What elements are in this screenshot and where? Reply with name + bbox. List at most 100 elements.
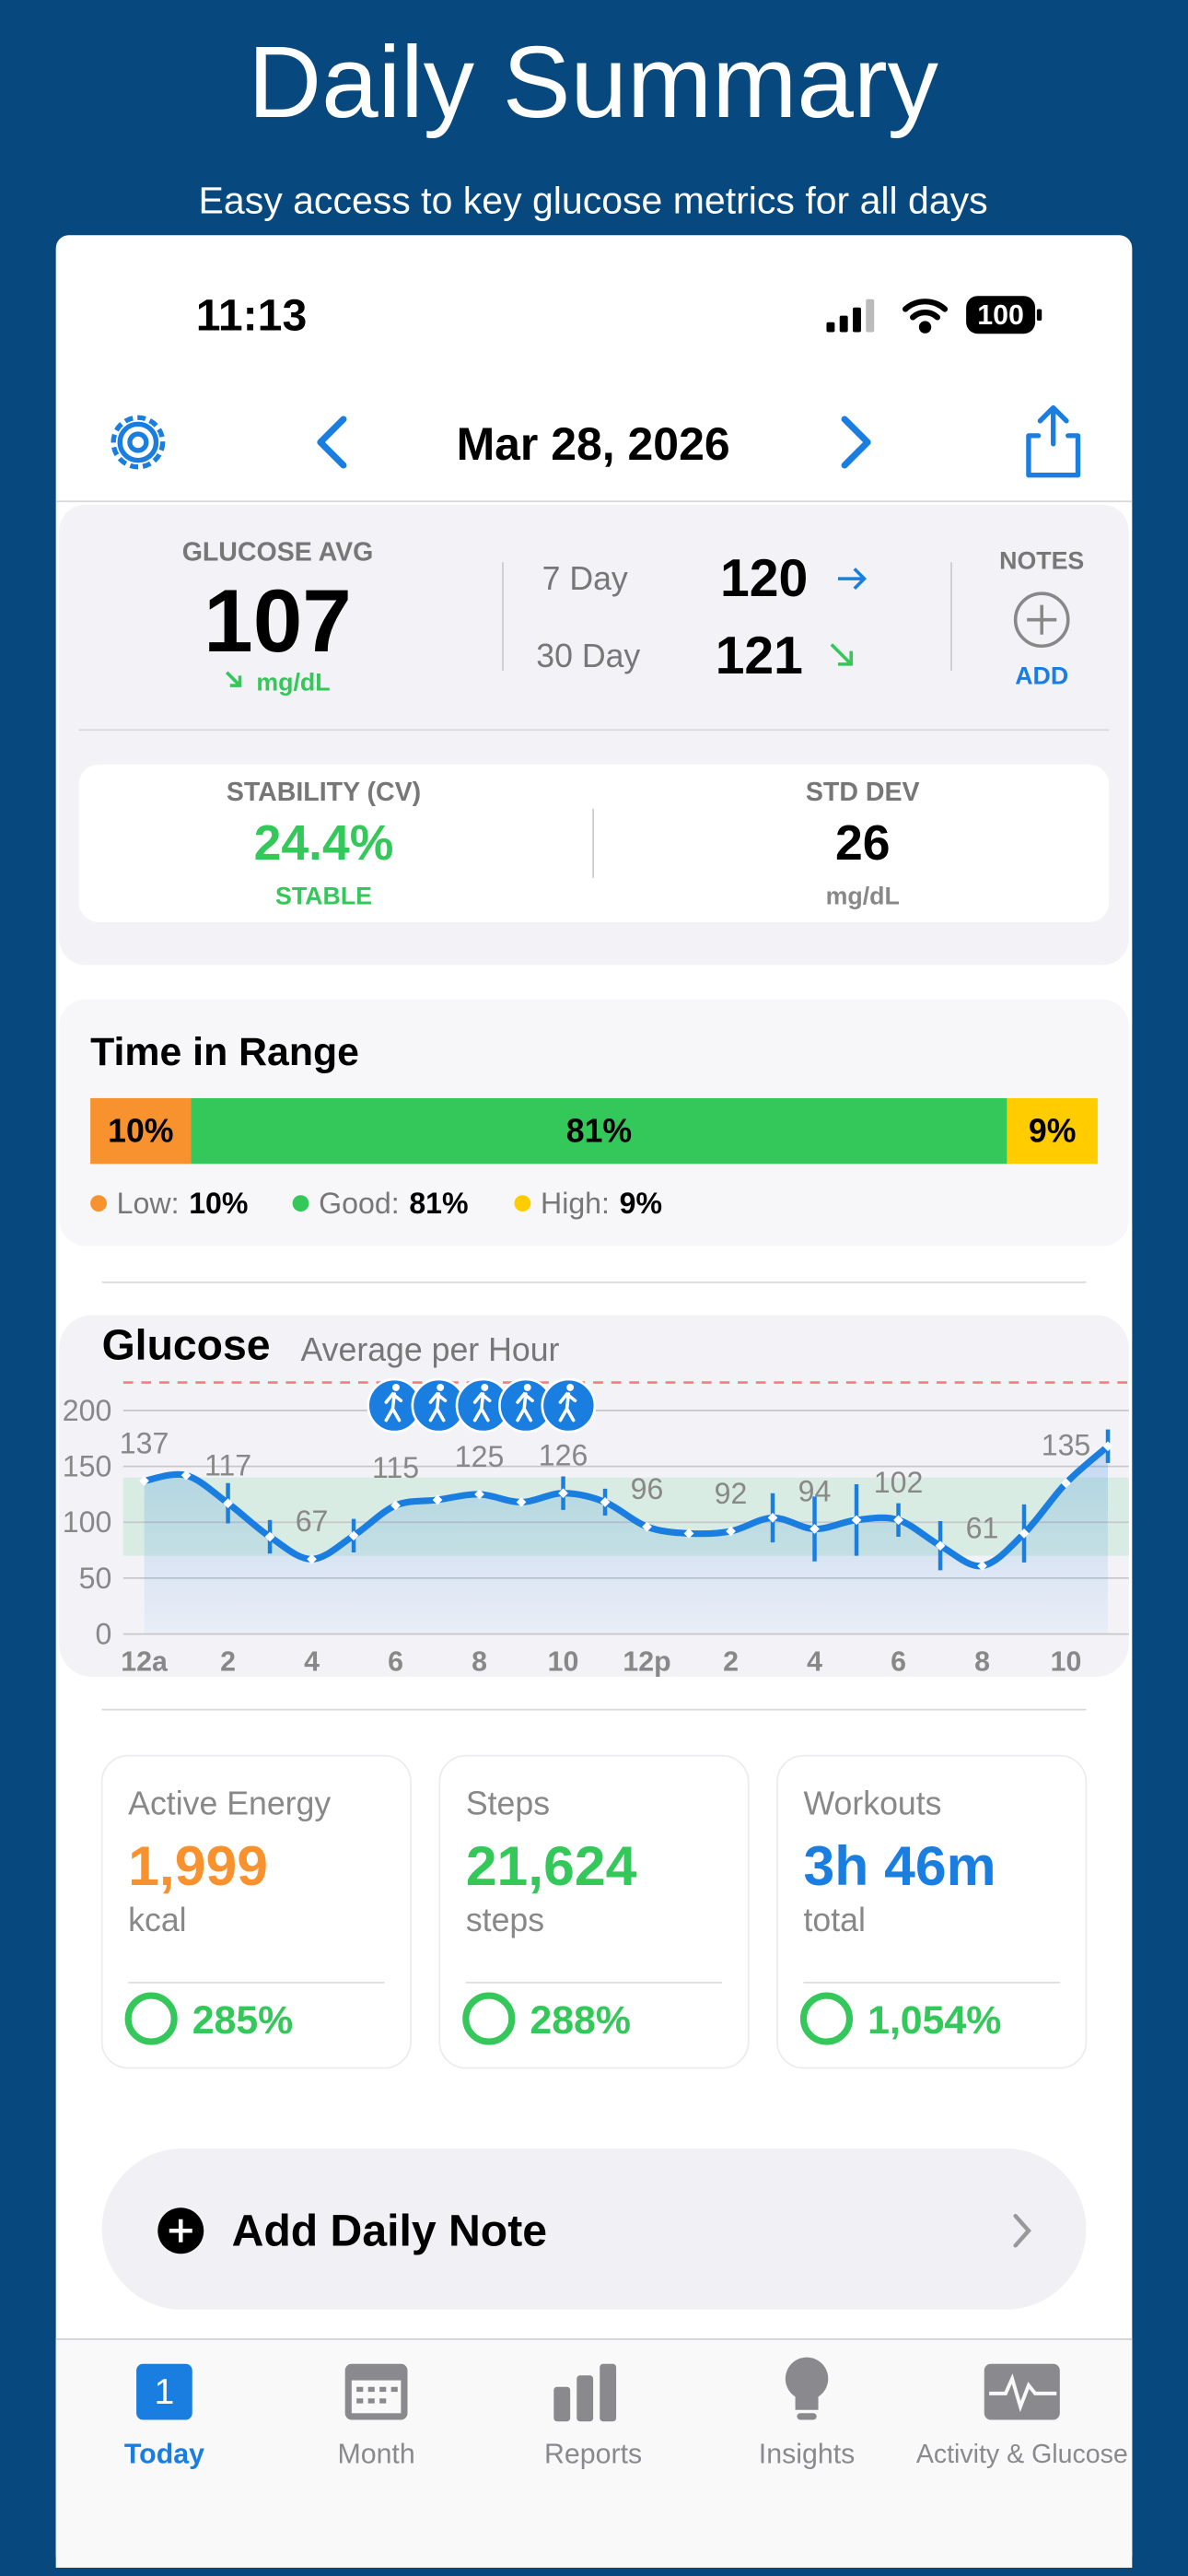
workout-head [437, 1384, 445, 1391]
card-title: Active Energy [128, 1785, 331, 1821]
point [390, 1500, 401, 1511]
settings-button[interactable] [111, 415, 166, 470]
workout-figure [428, 1391, 448, 1423]
card-unit: kcal [128, 1902, 186, 1938]
thirty-day-label: 30 Day [536, 638, 640, 674]
data-label: 115 [372, 1451, 419, 1484]
point [1019, 1528, 1030, 1539]
tab-bar [55, 2339, 1133, 2569]
tir-segment [90, 1097, 192, 1165]
workout-head [523, 1384, 531, 1391]
card-title: Steps [466, 1785, 550, 1821]
page-title: Daily Summary [248, 26, 938, 139]
tab-label[interactable]: Insights [759, 2439, 856, 2469]
goal-percent: 288% [530, 1998, 631, 2043]
signal [826, 299, 875, 333]
workout-head [566, 1384, 575, 1391]
activity-icon[interactable] [984, 2363, 1060, 2420]
point [935, 1540, 946, 1551]
battery-level: 100 [977, 300, 1024, 331]
plus-sign [169, 2219, 192, 2242]
tab-label[interactable]: Activity & Glucose [916, 2440, 1128, 2469]
data-label: 61 [966, 1512, 999, 1545]
data-label: 137 [120, 1426, 169, 1459]
data-label: 126 [539, 1439, 588, 1472]
tab-label[interactable]: Today [124, 2439, 204, 2469]
tir-segment [1007, 1097, 1098, 1165]
month-icon[interactable] [344, 2363, 408, 2420]
point [893, 1515, 903, 1526]
tab-label[interactable]: Reports [544, 2439, 642, 2469]
notes-label: NOTES [999, 546, 1084, 574]
point [139, 1476, 149, 1486]
battery [966, 296, 1036, 334]
data-label: 102 [874, 1466, 924, 1499]
x-tick-label: 10 [1051, 1646, 1082, 1677]
today-icon[interactable] [136, 2363, 192, 2420]
y-tick-label: 100 [63, 1505, 112, 1539]
point [1061, 1478, 1071, 1489]
tir-title: Time in Range [90, 1030, 359, 1074]
tab-label[interactable]: Month [337, 2439, 414, 2469]
data-label: 96 [631, 1472, 664, 1505]
x-tick-label: 4 [807, 1646, 822, 1677]
legend-label: High: [541, 1187, 610, 1220]
workout-markers [367, 1377, 597, 1434]
point [432, 1494, 443, 1505]
tab-labels: Today Month Reports Insights Activity & Gluc… [124, 2439, 1128, 2469]
reports-icon[interactable] [553, 2363, 617, 2422]
workout-figure [558, 1391, 577, 1423]
x-tick-label: 2 [220, 1646, 236, 1677]
legend-value: 10% [189, 1187, 248, 1220]
seven-day-value: 120 [720, 549, 808, 608]
legend-dot [514, 1195, 531, 1212]
sd-value: 26 [835, 816, 891, 871]
page-subtitle: Easy access to key glucose metrics for a… [199, 180, 988, 222]
x-tick-label: 2 [723, 1646, 739, 1677]
glucose-subtitle: Average per Hour [301, 1331, 560, 1368]
data-label: 92 [715, 1477, 748, 1510]
add-note-button[interactable] [101, 2149, 1087, 2310]
insights-icon[interactable] [785, 2357, 829, 2420]
notes-add[interactable]: ADD [1015, 662, 1068, 689]
activity-card [100, 1754, 412, 2069]
tir-chart: 10% 81% 9% Low: 10% Good: 81% High: 9% [90, 1097, 1098, 1220]
workout-figure [472, 1391, 492, 1423]
x-tick-label: 8 [472, 1646, 487, 1677]
activity-cards: Active Energy 1,999 kcal 285% Steps 21,624 ste… [100, 1754, 1088, 2069]
data-label: 125 [455, 1440, 505, 1473]
prev-day[interactable] [317, 416, 347, 469]
glucose-area [144, 1446, 1109, 1634]
date: Mar 28, 2026 [457, 418, 730, 470]
point [977, 1561, 987, 1571]
activity-card [438, 1754, 750, 2069]
workout-figure [516, 1391, 534, 1423]
avg-label: GLUCOSE AVG [182, 538, 374, 568]
y-tick-label: 150 [63, 1450, 112, 1483]
trend-arrow [225, 671, 242, 687]
trend-arrow [830, 643, 854, 666]
y-tick-label: 200 [63, 1394, 112, 1427]
share-button[interactable] [1026, 404, 1081, 478]
workout-head [392, 1384, 400, 1391]
card-unit: total [803, 1902, 865, 1938]
card-title: Workouts [803, 1785, 941, 1821]
goal-ring [462, 1992, 516, 2045]
add-note-label: Add Daily Note [232, 2206, 547, 2255]
legend-label: Good: [319, 1187, 399, 1220]
glucose-chart: 0 50 100 150 200 12a 2 4 6 8 10 12p 2 4 6 8 10 137 117 67 11… [63, 1381, 1129, 1677]
thirty-day-value: 121 [716, 626, 803, 685]
card-value: 21,624 [466, 1834, 637, 1897]
data-label: 94 [798, 1474, 832, 1507]
next-day[interactable] [841, 416, 871, 469]
x-tick-label: 12p [623, 1646, 670, 1677]
add-note-icon[interactable] [1013, 591, 1070, 649]
avg-unit: mg/dL [256, 669, 330, 697]
goal-ring [799, 1992, 854, 2045]
legend-value: 9% [620, 1187, 662, 1220]
card-value: 1,999 [128, 1834, 268, 1897]
tir-segment-label: 9% [1029, 1113, 1077, 1150]
today-icon-number: 1 [155, 2371, 175, 2412]
x-tick-label: 10 [548, 1646, 579, 1677]
